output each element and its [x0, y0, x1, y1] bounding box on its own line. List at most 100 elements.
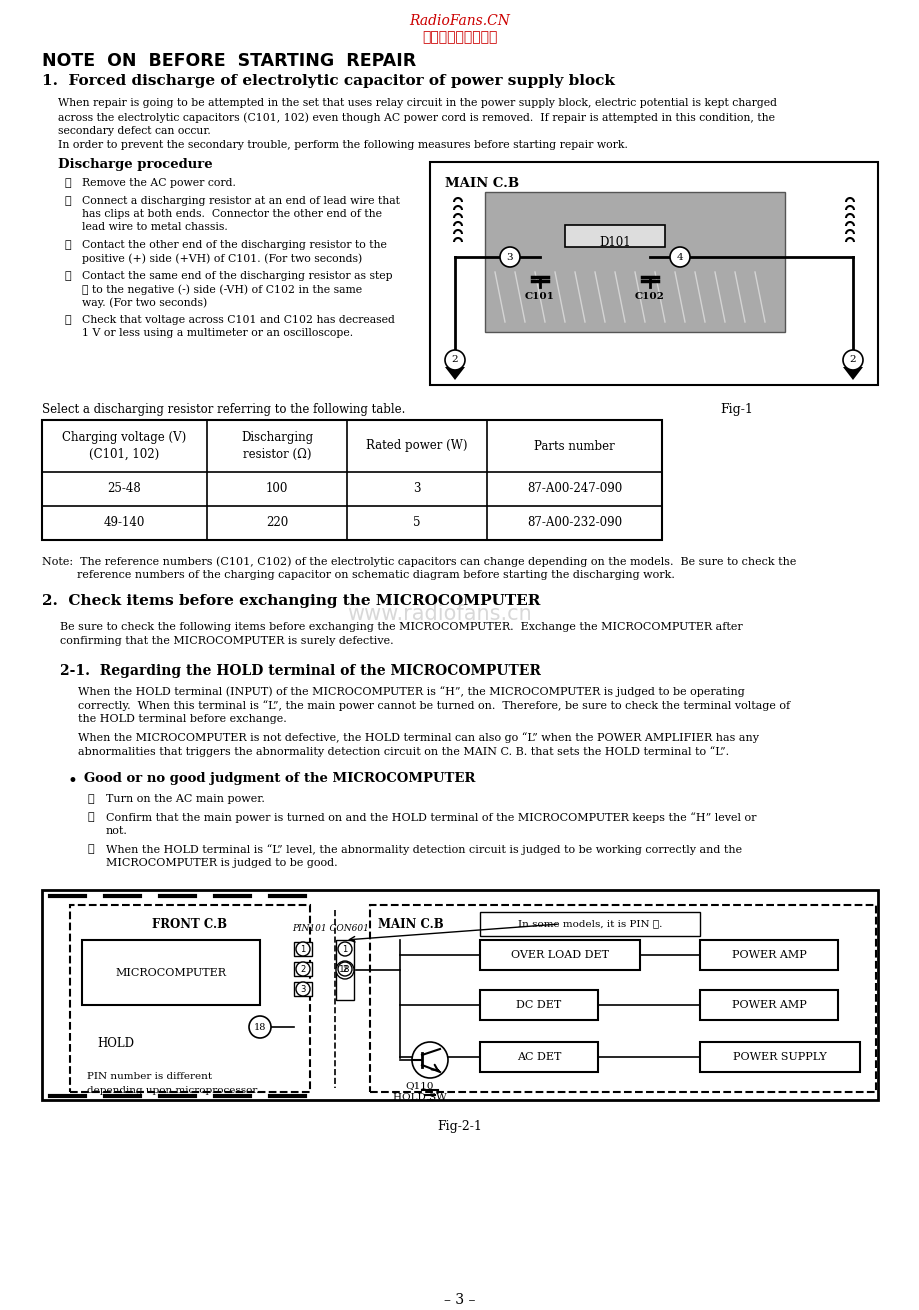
Bar: [480, 941, 640, 969]
Text: abnormalities that triggers the abnormality detection circuit on the MAIN C. B. : abnormalities that triggers the abnormal…: [78, 745, 729, 757]
Text: confirming that the MICROCOMPUTER is surely defective.: confirming that the MICROCOMPUTER is sur…: [60, 635, 393, 646]
Text: 18: 18: [254, 1023, 266, 1031]
Text: FRONT C.B: FRONT C.B: [153, 918, 227, 931]
Text: 2: 2: [849, 355, 856, 364]
Text: www.radiofans.cn: www.radiofans.cn: [347, 604, 532, 624]
Text: AC DET: AC DET: [516, 1052, 561, 1062]
Text: 2.  Check items before exchanging the MICROCOMPUTER: 2. Check items before exchanging the MIC…: [42, 593, 539, 608]
Text: 1.  Forced discharge of electrolytic capacitor of power supply block: 1. Forced discharge of electrolytic capa…: [42, 73, 614, 88]
Bar: [42, 421, 662, 540]
Text: 87-A00-232-090: 87-A00-232-090: [527, 516, 621, 529]
Text: RadioFans.CN: RadioFans.CN: [409, 14, 510, 28]
Text: When the MICROCOMPUTER is not defective, the HOLD terminal can also go “L” when : When the MICROCOMPUTER is not defective,…: [78, 732, 758, 743]
Text: POWER AMP: POWER AMP: [731, 950, 805, 960]
Text: Parts number: Parts number: [534, 439, 614, 452]
Text: Connect a discharging resistor at an end of lead wire that: Connect a discharging resistor at an end…: [82, 196, 400, 206]
Text: way. (For two seconds): way. (For two seconds): [82, 297, 207, 308]
Text: Fig-1: Fig-1: [720, 403, 752, 417]
Text: ②: ②: [88, 812, 95, 821]
Text: OVER LOAD DET: OVER LOAD DET: [510, 950, 608, 960]
Text: 2: 2: [451, 355, 458, 364]
Text: ③: ③: [88, 844, 95, 854]
Bar: [564, 225, 664, 248]
Polygon shape: [842, 367, 862, 380]
Text: Note:  The reference numbers (C101, C102) of the electrolytic capacitors can cha: Note: The reference numbers (C101, C102)…: [42, 555, 796, 566]
Text: has clips at both ends.  Connector the other end of the: has clips at both ends. Connector the ot…: [82, 210, 381, 219]
Text: 4: 4: [676, 253, 683, 262]
Text: C102: C102: [634, 292, 664, 301]
Text: POWER AMP: POWER AMP: [731, 1000, 805, 1010]
Text: 25-48: 25-48: [108, 482, 142, 495]
Circle shape: [249, 1017, 271, 1038]
Text: Discharging
resistor (Ω): Discharging resistor (Ω): [241, 431, 312, 461]
Text: ④: ④: [65, 271, 72, 282]
Text: ③: ③: [65, 240, 72, 250]
Bar: [294, 942, 312, 956]
Text: 3: 3: [300, 985, 305, 993]
Text: C101: C101: [525, 292, 554, 301]
Text: ⑤: ⑤: [65, 314, 72, 325]
Text: 100: 100: [266, 482, 288, 495]
Text: Check that voltage across C101 and C102 has decreased: Check that voltage across C101 and C102 …: [82, 314, 394, 325]
Text: lead wire to metal chassis.: lead wire to metal chassis.: [82, 221, 228, 232]
Text: When repair is going to be attempted in the set that uses relay circuit in the p: When repair is going to be attempted in …: [58, 98, 777, 107]
Text: NOTE  ON  BEFORE  STARTING  REPAIR: NOTE ON BEFORE STARTING REPAIR: [42, 52, 415, 69]
Text: Select a discharging resistor referring to the following table.: Select a discharging resistor referring …: [42, 403, 405, 417]
Text: MAIN C.B: MAIN C.B: [445, 177, 518, 190]
Circle shape: [335, 962, 354, 979]
Bar: [699, 990, 837, 1020]
Bar: [335, 941, 354, 1000]
Bar: [369, 905, 875, 1093]
Text: MICROCOMPUTER is judged to be good.: MICROCOMPUTER is judged to be good.: [106, 858, 337, 869]
Text: •: •: [68, 772, 78, 790]
Text: the HOLD terminal before exchange.: the HOLD terminal before exchange.: [78, 714, 287, 724]
Text: Q110: Q110: [405, 1081, 434, 1090]
Text: 2: 2: [342, 964, 347, 973]
Text: MICROCOMPUTER: MICROCOMPUTER: [116, 968, 226, 977]
Circle shape: [337, 962, 352, 976]
Text: PIN101 CON601: PIN101 CON601: [291, 924, 369, 933]
Text: Rated power (W): Rated power (W): [366, 439, 467, 452]
Circle shape: [499, 248, 519, 267]
Text: HOLD SW: HOLD SW: [392, 1093, 447, 1102]
Circle shape: [337, 942, 352, 956]
Text: DC DET: DC DET: [516, 1000, 561, 1010]
Text: ④ to the negative (-) side (-VH) of C102 in the same: ④ to the negative (-) side (-VH) of C102…: [82, 284, 362, 295]
Circle shape: [296, 982, 310, 996]
Text: 3: 3: [506, 253, 513, 262]
Text: correctly.  When this terminal is “L”, the main power cannot be turned on.  Ther: correctly. When this terminal is “L”, th…: [78, 700, 789, 711]
Text: 山音机爱好者资料库: 山音机爱好者资料库: [422, 30, 497, 45]
Text: ②: ②: [65, 196, 72, 206]
Polygon shape: [445, 367, 464, 380]
Text: POWER SUPPLY: POWER SUPPLY: [732, 1052, 826, 1062]
Circle shape: [412, 1041, 448, 1078]
Text: 1: 1: [342, 945, 347, 954]
Circle shape: [296, 942, 310, 956]
Text: In order to prevent the secondary trouble, perform the following measures before: In order to prevent the secondary troubl…: [58, 140, 627, 151]
Text: PIN number is different: PIN number is different: [87, 1072, 212, 1081]
Text: 1 V or less using a multimeter or an oscilloscope.: 1 V or less using a multimeter or an osc…: [82, 328, 353, 338]
Text: Be sure to check the following items before exchanging the MICROCOMPUTER.  Excha: Be sure to check the following items bef…: [60, 622, 742, 631]
Bar: [294, 982, 312, 996]
Text: Contact the other end of the discharging resistor to the: Contact the other end of the discharging…: [82, 240, 387, 250]
Circle shape: [669, 248, 689, 267]
Text: MAIN C.B: MAIN C.B: [378, 918, 443, 931]
Bar: [480, 990, 597, 1020]
Bar: [480, 912, 699, 937]
Bar: [294, 962, 312, 976]
Text: 220: 220: [266, 516, 288, 529]
Text: not.: not.: [106, 827, 128, 836]
Text: across the electrolytic capacitors (C101, 102) even though AC power cord is remo: across the electrolytic capacitors (C101…: [58, 111, 774, 123]
Text: When the HOLD terminal is “L” level, the abnormality detection circuit is judged: When the HOLD terminal is “L” level, the…: [106, 844, 742, 855]
Bar: [82, 941, 260, 1005]
Text: In some models, it is PIN ⓘ.: In some models, it is PIN ⓘ.: [517, 920, 662, 929]
Text: Confirm that the main power is turned on and the HOLD terminal of the MICROCOMPU: Confirm that the main power is turned on…: [106, 812, 755, 823]
Circle shape: [842, 350, 862, 369]
Text: 49-140: 49-140: [104, 516, 145, 529]
Text: Remove the AC power cord.: Remove the AC power cord.: [82, 178, 235, 189]
Text: Charging voltage (V)
(C101, 102): Charging voltage (V) (C101, 102): [62, 431, 187, 461]
Text: positive (+) side (+VH) of C101. (For two seconds): positive (+) side (+VH) of C101. (For tw…: [82, 253, 362, 263]
Text: 2: 2: [300, 964, 305, 973]
Text: reference numbers of the charging capacitor on schematic diagram before starting: reference numbers of the charging capaci…: [42, 570, 675, 580]
Text: When the HOLD terminal (INPUT) of the MICROCOMPUTER is “H”, the MICROCOMPUTER is: When the HOLD terminal (INPUT) of the MI…: [78, 686, 744, 697]
